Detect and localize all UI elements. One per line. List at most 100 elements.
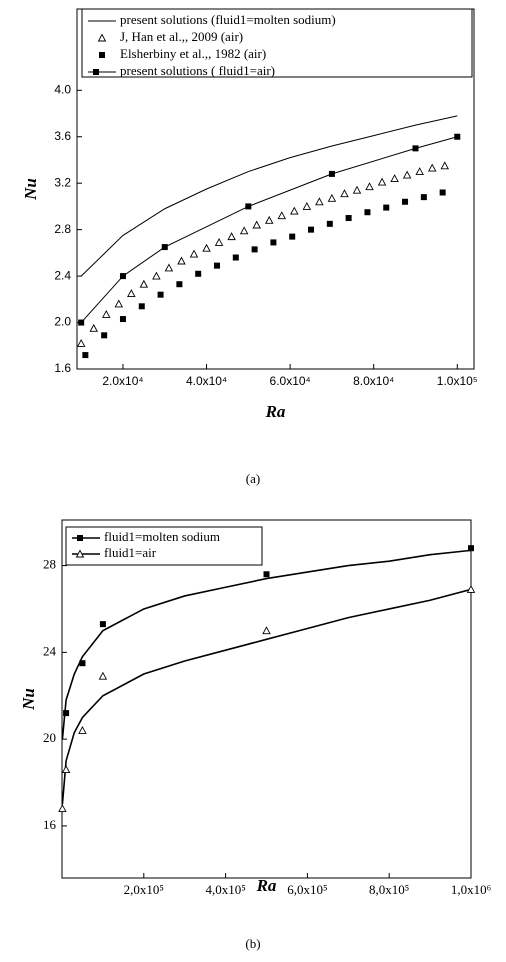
marker-square [119,273,126,280]
marker-square [383,204,390,211]
marker-triangle [252,220,261,229]
y-tick-label: 20 [43,730,56,745]
y-tick-label: 3.2 [54,175,71,189]
marker-triangle [415,167,424,176]
marker-triangle [177,256,186,265]
marker-triangle [340,189,349,198]
y-tick-label: 28 [43,557,56,572]
marker-square [99,52,105,58]
y-tick-label: 16 [43,817,57,832]
marker-triangle [76,339,86,347]
marker-square [439,189,446,196]
marker-square [213,262,220,269]
marker-square [79,660,86,667]
marker-triangle [61,765,71,773]
x-tick-label: 2.0x10⁴ [102,374,143,388]
legend-box [65,526,263,566]
marker-square [99,621,106,628]
marker-square [176,281,183,288]
x-tick-label: 4,0x10⁵ [205,882,245,897]
y-tick-label: 4.0 [54,82,71,96]
marker-square [157,291,164,298]
marker-triangle [139,279,149,288]
series-line [80,115,458,277]
y-axis-label: Nu [19,688,38,711]
marker-square [63,710,70,717]
legend-label: fluid1=air [104,545,157,560]
marker-triangle [365,182,374,191]
marker-square [270,239,277,246]
marker-square [289,233,296,240]
marker-square [308,226,315,233]
marker-square [161,244,168,251]
marker-triangle [402,170,412,179]
legend-box [81,8,473,78]
marker-triangle [377,177,387,186]
y-tick-label: 2.8 [54,222,71,236]
x-tick-label: 8,0x10⁵ [369,882,409,897]
series-line [62,549,471,740]
legend-label: J, Han et al.,, 2009 (air) [120,29,243,44]
marker-triangle [164,263,174,272]
marker-square [78,319,85,326]
marker-triangle [114,299,124,308]
marker-triangle [75,549,85,558]
x-tick-label: 6,0x10⁵ [287,882,327,897]
marker-triangle [227,232,236,241]
marker-triangle [264,215,274,224]
x-axis-label: Ra [256,876,277,895]
x-tick-label: 2,0x10⁵ [124,882,164,897]
x-tick-label: 6.0x10⁴ [270,374,311,388]
marker-square [328,170,335,177]
series-line [62,588,471,805]
marker-triangle [290,206,299,215]
marker-triangle [390,174,399,182]
y-tick-label: 2.0 [54,315,71,329]
marker-triangle [202,243,211,252]
y-tick-label: 3.6 [54,129,71,143]
marker-square [364,209,371,216]
x-tick-label: 4.0x10⁴ [186,374,227,388]
legend-label: present solutions (fluid1=molten sodium) [120,12,336,27]
marker-square [251,246,258,253]
marker-triangle [262,626,271,635]
marker-square [454,133,461,140]
marker-triangle [214,237,224,246]
marker-square [138,303,145,310]
x-tick-label: 8.0x10⁴ [353,374,394,388]
marker-square [263,571,270,578]
marker-triangle [89,323,98,332]
marker-triangle [152,271,161,280]
marker-triangle [101,309,111,318]
marker-triangle [466,584,476,593]
marker-square [345,215,352,222]
caption: (a) [246,471,260,486]
legend-label: Elsherbiny et al.,, 1982 (air) [120,46,266,61]
y-tick-label: 2.4 [54,268,71,282]
y-tick-label: 24 [43,643,57,658]
marker-triangle [58,804,67,813]
marker-square [402,198,409,205]
marker-square [101,332,108,339]
x-axis-label: Ra [265,402,286,421]
marker-triangle [427,163,437,172]
marker-square [119,316,126,323]
marker-triangle [277,211,287,220]
legend-label: present solutions ( fluid1=air) [120,63,275,78]
marker-square [468,545,474,552]
legend-label: fluid1=molten sodium [104,529,220,544]
marker-triangle [315,197,324,206]
marker-square [93,69,99,75]
marker-square [420,194,427,201]
marker-triangle [78,726,87,734]
y-tick-label: 1.6 [54,361,71,375]
marker-square [82,352,89,359]
marker-triangle [302,201,312,210]
marker-triangle [98,671,108,680]
marker-triangle [189,249,199,258]
marker-triangle [97,33,107,42]
marker-square [232,254,239,261]
marker-square [412,145,419,152]
plot-frame [61,519,472,879]
